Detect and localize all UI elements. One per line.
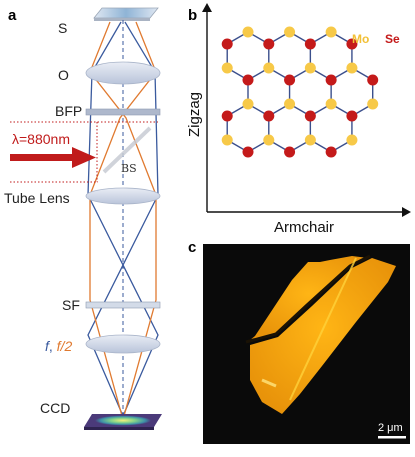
mo-atom — [263, 62, 275, 74]
panel-b-letter: b — [188, 7, 197, 24]
mo-atom — [284, 26, 296, 38]
flake-ridge — [289, 257, 357, 401]
mo-atom — [304, 134, 316, 146]
mo-atom — [346, 134, 358, 146]
mo-atom — [367, 98, 379, 110]
lattice-atoms — [221, 26, 379, 158]
lattice-bonds — [226, 31, 374, 153]
legend-mo: Mo — [352, 32, 369, 46]
mo-atom — [304, 62, 316, 74]
sample-slide — [93, 7, 159, 21]
se-atom — [304, 38, 316, 50]
spatial-filter-label: SF — [62, 297, 80, 313]
mo-atom — [263, 134, 275, 146]
mo-atom — [242, 26, 254, 38]
se-atom — [304, 110, 316, 122]
se-atom — [346, 38, 358, 50]
sample-label: S — [58, 20, 67, 36]
se-atom — [284, 146, 296, 158]
scale-bar — [378, 436, 406, 439]
focal-f: f — [45, 338, 51, 354]
mo-atom — [346, 62, 358, 74]
flake-lower — [250, 258, 396, 414]
se-atom — [242, 146, 254, 158]
focal-f2: f/2 — [57, 338, 73, 354]
ccd-label: CCD — [40, 400, 70, 416]
panel-b: b Zigzag Armchair Mo Se — [186, 3, 411, 236]
objective-label: O — [58, 67, 69, 83]
se-atom — [284, 74, 296, 86]
axis-x-arrow — [402, 207, 411, 217]
flake-crack — [245, 254, 371, 344]
ccd-sensor — [84, 414, 162, 430]
orange-ray-path — [89, 21, 157, 417]
panel-a-letter: a — [8, 7, 17, 24]
se-atom — [221, 110, 233, 122]
se-atom — [346, 110, 358, 122]
beam-splitter-label: BS — [121, 162, 137, 175]
legend-se: Se — [385, 32, 400, 46]
laser-arrow — [10, 147, 96, 168]
beam-splitter — [102, 126, 152, 174]
focal-sep: , — [49, 338, 57, 354]
se-atom — [367, 74, 379, 86]
mo-atom — [242, 98, 254, 110]
se-atom — [221, 38, 233, 50]
mo-atom — [221, 134, 233, 146]
panel-c: c 2 μm — [188, 239, 410, 444]
mo-atom — [325, 98, 337, 110]
se-atom — [325, 146, 337, 158]
axis-y-arrow — [202, 3, 212, 12]
bfp-plate — [85, 108, 161, 116]
axis-x-label: Armchair — [274, 219, 334, 236]
wavelength-label: λ=880nm — [12, 131, 70, 147]
focal-label: f, f/2 — [45, 338, 72, 354]
se-atom — [242, 74, 254, 86]
axis-y-label: Zigzag — [186, 92, 203, 137]
tube-lens — [85, 187, 161, 205]
bfp-label: BFP — [55, 103, 82, 119]
spatial-filter — [85, 301, 161, 309]
mo-atom — [284, 98, 296, 110]
tube-lens-label: Tube Lens — [4, 190, 70, 206]
se-atom — [263, 110, 275, 122]
flake-highlight — [261, 378, 277, 388]
se-atom — [263, 38, 275, 50]
objective-lens — [85, 61, 161, 85]
mo-atom — [325, 26, 337, 38]
panel-c-letter: c — [188, 239, 196, 256]
se-atom — [325, 74, 337, 86]
scale-bar-label: 2 μm — [378, 422, 403, 434]
panel-a: a O S BFP — [4, 7, 162, 430]
focal-lens — [85, 334, 161, 354]
mo-atom — [221, 62, 233, 74]
flake-upper — [250, 256, 368, 340]
